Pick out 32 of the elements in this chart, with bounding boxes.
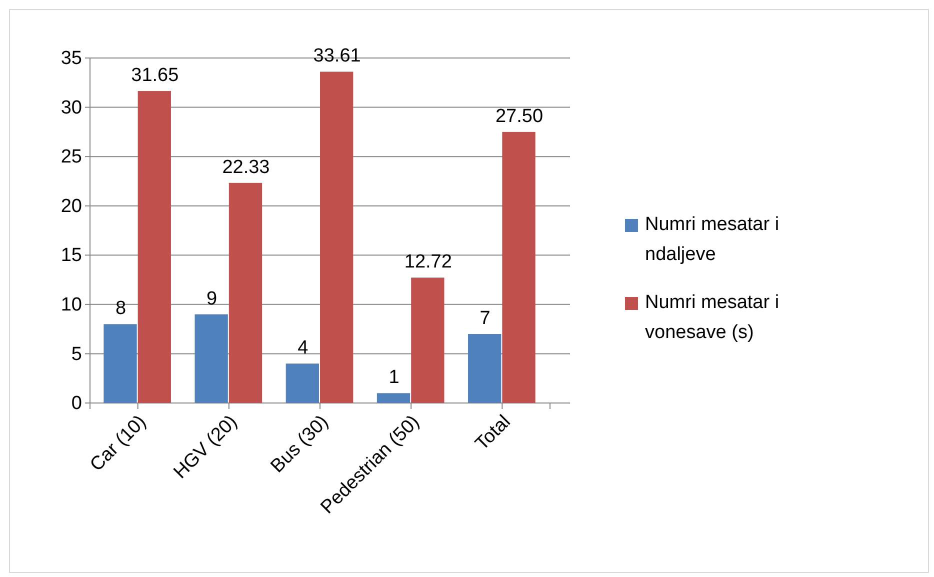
data-label: 9 [206, 288, 218, 310]
y-tick-label: 5 [71, 344, 82, 365]
y-tick-label: 20 [60, 196, 82, 217]
data-label: 1 [388, 367, 400, 388]
bar [502, 132, 536, 403]
data-label: 22.33 [222, 156, 270, 178]
bar [228, 182, 262, 403]
y-tick-label: 35 [60, 48, 82, 70]
data-label: 12.72 [404, 252, 452, 273]
bar [286, 364, 319, 403]
data-label: 27.50 [495, 106, 544, 127]
bar [138, 91, 171, 403]
legend-label: Numri mesatar i vonesave (s) [645, 292, 780, 343]
y-tick-label: 25 [60, 146, 82, 168]
data-label: 8 [115, 298, 126, 320]
data-label: 33.61 [313, 46, 361, 67]
y-tick-label: 0 [71, 393, 82, 414]
y-tick-label: 30 [60, 97, 82, 118]
legend-label: Numri mesatar i ndaljeve [645, 214, 780, 265]
data-label: 7 [480, 308, 490, 329]
bar [468, 334, 502, 403]
data-label: 31.65 [131, 65, 179, 86]
y-tick-label: 10 [60, 294, 82, 316]
bar [411, 278, 444, 403]
bar [194, 314, 228, 403]
x-tick-label: Car (10) [86, 411, 150, 476]
x-tick-label: Bus (30) [266, 411, 333, 478]
bar [320, 72, 354, 403]
data-label: 4 [298, 338, 309, 359]
bar [104, 324, 137, 403]
y-tick-label: 15 [60, 245, 82, 266]
bar [376, 393, 410, 403]
